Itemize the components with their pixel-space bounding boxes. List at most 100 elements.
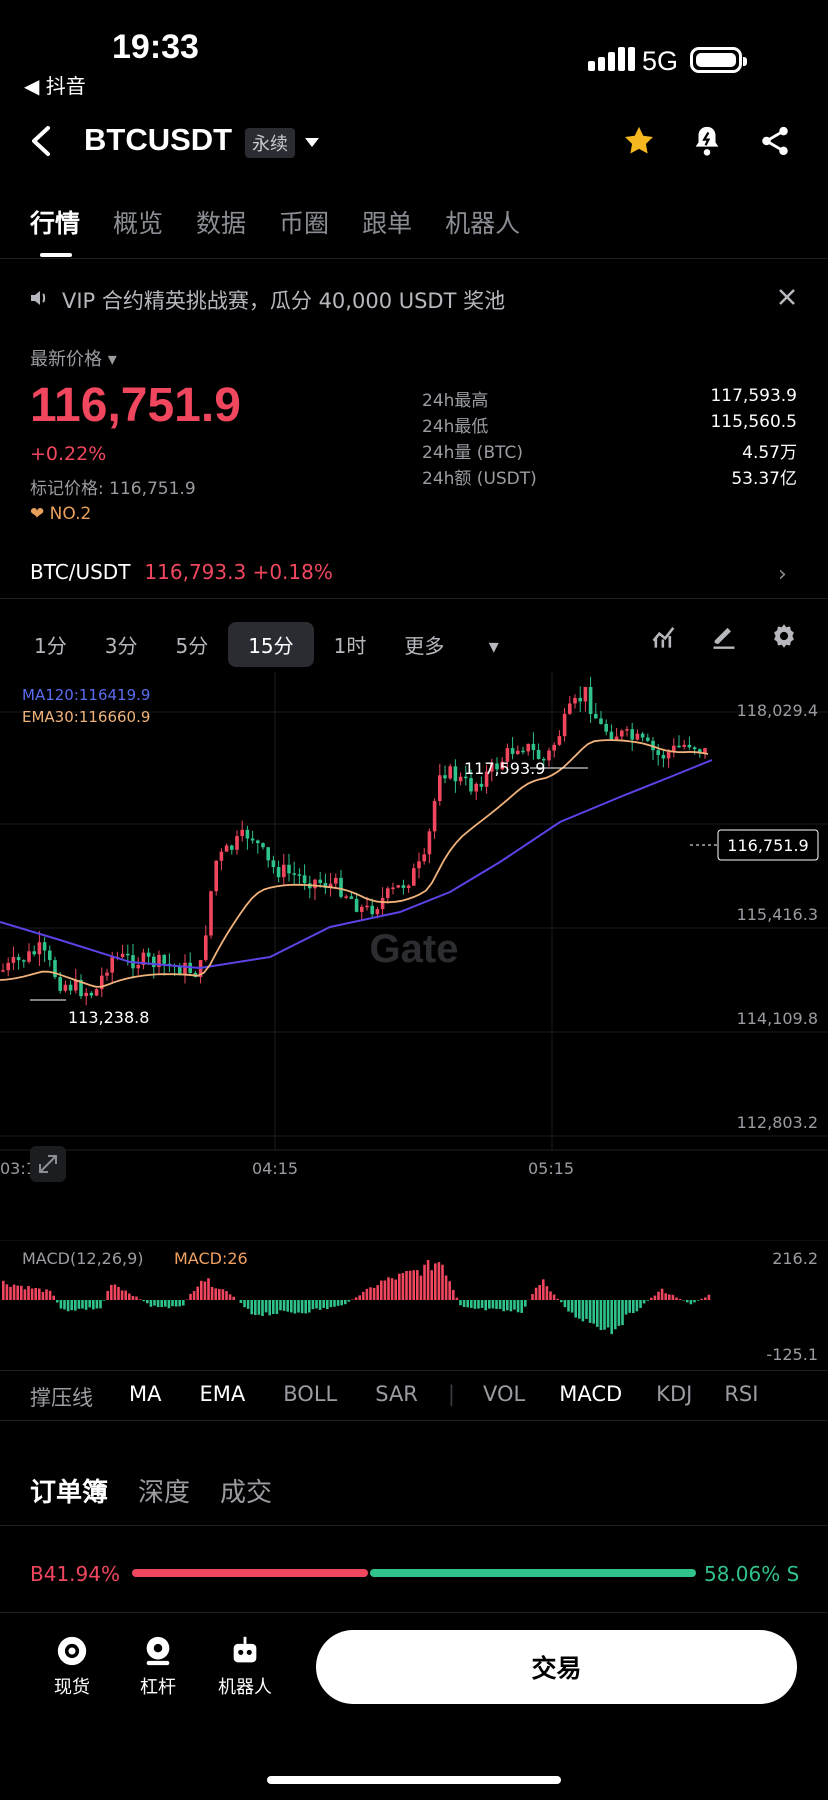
candle-body xyxy=(11,957,16,963)
expand-icon[interactable] xyxy=(30,1146,66,1182)
macd-bar xyxy=(405,1271,408,1300)
indicator-icon[interactable] xyxy=(650,622,678,654)
interval-1m[interactable]: 1分 xyxy=(34,634,67,658)
notice-text[interactable]: VIP 合约精英挑战赛，瓜分 40,000 USDT 奖池 xyxy=(62,289,506,313)
macd-bar xyxy=(596,1300,599,1327)
close-icon[interactable] xyxy=(776,286,798,312)
settings-gear-icon[interactable] xyxy=(770,622,798,654)
latest-price-selector[interactable]: 最新价格 ▾ xyxy=(30,349,117,370)
spot-price: 116,793.3 xyxy=(144,560,247,584)
candle-body xyxy=(42,942,47,951)
tab-bot[interactable]: 机器人 xyxy=(445,209,521,238)
macd-bar xyxy=(95,1300,99,1309)
macd-bar xyxy=(390,1278,394,1300)
tab-overview[interactable]: 概览 xyxy=(113,209,164,238)
ind-rsi[interactable]: RSI xyxy=(724,1382,759,1406)
draw-pen-icon[interactable] xyxy=(710,622,738,654)
ind-ma[interactable]: MA xyxy=(129,1382,162,1406)
pair-dropdown-icon[interactable] xyxy=(305,138,319,147)
nav-margin-label: 杠杆 xyxy=(140,1677,176,1698)
macd-bar xyxy=(254,1300,257,1315)
pair-title[interactable]: BTCUSDT xyxy=(84,122,233,157)
macd-max: 216.2 xyxy=(772,1249,818,1268)
interval-15m[interactable]: 15分 xyxy=(228,622,314,667)
macd-chart[interactable]: MACD(12,26,9) MACD:26 216.2 -125.1 xyxy=(0,1240,828,1370)
macd-bar xyxy=(635,1300,639,1312)
tab-copy-trade[interactable]: 跟单 xyxy=(362,209,413,238)
interval-more[interactable]: 更多 ▾ xyxy=(404,634,499,658)
candle-body xyxy=(27,951,31,962)
macd-bar xyxy=(131,1295,135,1300)
interval-3m[interactable]: 3分 xyxy=(104,634,138,658)
tab-community[interactable]: 币圈 xyxy=(279,209,330,238)
macd-bar xyxy=(455,1297,459,1300)
macd-bar xyxy=(549,1291,552,1300)
back-arrow-icon[interactable] xyxy=(28,124,58,162)
candle-body xyxy=(432,801,437,832)
ind-sar[interactable]: SAR xyxy=(375,1382,418,1406)
tab-trades[interactable]: 成交 xyxy=(220,1478,273,1508)
tab-depth[interactable]: 深度 xyxy=(138,1478,191,1508)
macd-bar xyxy=(153,1300,156,1306)
ind-macd[interactable]: MACD xyxy=(559,1382,623,1406)
candle-body xyxy=(672,745,676,753)
perpetual-badge: 永续 xyxy=(245,128,295,158)
price-alert-icon[interactable] xyxy=(690,124,724,162)
candle-body xyxy=(84,992,88,997)
nav-spot[interactable]: 现货 xyxy=(32,1634,112,1699)
candle-body xyxy=(261,843,265,848)
macd-bar xyxy=(570,1300,574,1313)
macd-bar xyxy=(315,1300,318,1309)
candle-body xyxy=(209,891,213,936)
ind-support-resistance[interactable]: 撑压线 xyxy=(30,1386,93,1410)
macd-bar xyxy=(488,1300,491,1309)
macd-bar xyxy=(171,1300,174,1307)
candle-body xyxy=(547,750,551,761)
macd-bar xyxy=(20,1285,23,1300)
trade-button[interactable]: 交易 xyxy=(316,1630,797,1704)
macd-bar xyxy=(376,1285,379,1300)
interval-1h[interactable]: 1时 xyxy=(333,634,367,658)
ind-ema[interactable]: EMA xyxy=(199,1382,246,1406)
macd-bar xyxy=(135,1296,138,1300)
ind-boll[interactable]: BOLL xyxy=(283,1382,338,1406)
star-icon[interactable] xyxy=(622,124,656,162)
nav-bot[interactable]: 机器人 xyxy=(205,1634,285,1699)
candles xyxy=(1,676,707,1006)
macd-bar xyxy=(232,1296,235,1300)
candle-body xyxy=(230,845,234,850)
tab-orderbook[interactable]: 订单簿 xyxy=(30,1478,109,1508)
candle-body xyxy=(302,875,307,884)
macd-bar xyxy=(416,1270,419,1300)
sell-ratio-bar xyxy=(370,1569,696,1577)
candle-body xyxy=(396,885,400,888)
chevron-right-icon[interactable]: › xyxy=(778,562,787,587)
macd-bar xyxy=(225,1291,228,1300)
candle-body xyxy=(22,960,26,962)
nav-margin[interactable]: 杠杆 xyxy=(118,1634,198,1699)
tab-data[interactable]: 数据 xyxy=(196,209,247,238)
share-icon[interactable] xyxy=(758,124,792,162)
spot-pair-row[interactable]: BTC/USDT 116,793.3 +0.18% xyxy=(30,560,333,584)
candle-body xyxy=(313,879,317,889)
candle-body xyxy=(599,718,603,724)
macd-bar xyxy=(304,1300,307,1314)
macd-bar xyxy=(660,1288,664,1300)
home-indicator[interactable] xyxy=(267,1776,561,1784)
tab-market[interactable]: 行情 xyxy=(30,209,81,238)
interval-5m[interactable]: 5分 xyxy=(175,634,209,658)
macd-bar xyxy=(336,1300,340,1306)
back-to-app-link[interactable]: ◀ 抖音 xyxy=(24,74,86,98)
macd-bar xyxy=(552,1294,556,1300)
candle-body xyxy=(380,897,385,910)
ind-kdj[interactable]: KDJ xyxy=(656,1382,693,1406)
macd-bar xyxy=(210,1286,214,1300)
macd-bar xyxy=(48,1290,52,1300)
macd-bar xyxy=(502,1300,505,1312)
macd-bar xyxy=(207,1278,210,1300)
candle-body xyxy=(360,906,364,912)
macd-bar xyxy=(588,1300,592,1323)
candle-body xyxy=(417,861,421,869)
ind-vol[interactable]: VOL xyxy=(482,1382,526,1406)
candlestick-chart[interactable]: Gate MA120:116419.9 EMA30:116660.9 118,0… xyxy=(0,672,828,1216)
